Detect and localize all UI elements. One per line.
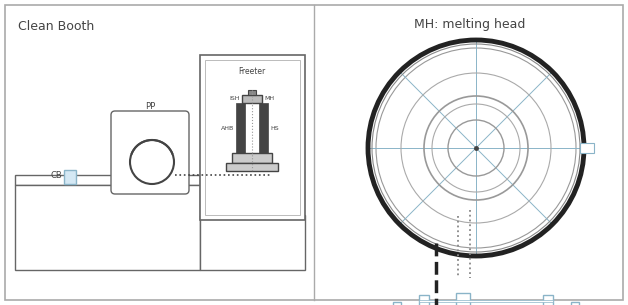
Text: PP: PP [145,102,155,111]
FancyBboxPatch shape [111,111,189,194]
Text: Freeter: Freeter [239,67,266,76]
Bar [64,170,76,184]
Bar [259,103,268,153]
Bar [200,215,305,270]
Bar [205,60,300,215]
Bar [248,90,256,95]
Text: AHB: AHB [221,125,234,131]
Bar [200,55,305,220]
Text: CB: CB [50,170,62,180]
Text: ISH: ISH [229,96,240,102]
Bar [15,185,200,270]
Text: MH: melting head: MH: melting head [414,18,526,31]
Bar [419,295,429,305]
Bar [419,300,553,302]
Text: Clean Booth: Clean Booth [18,20,94,33]
Bar [15,175,200,185]
Bar [571,302,579,305]
Bar [580,143,594,153]
Bar [456,293,470,305]
Bar [232,153,272,163]
Text: MH: MH [264,96,274,102]
Bar [242,95,262,103]
Bar [226,163,278,171]
Bar [236,103,245,153]
Text: HS: HS [270,125,279,131]
Bar [393,302,401,305]
Circle shape [376,48,576,248]
Bar [543,295,553,305]
